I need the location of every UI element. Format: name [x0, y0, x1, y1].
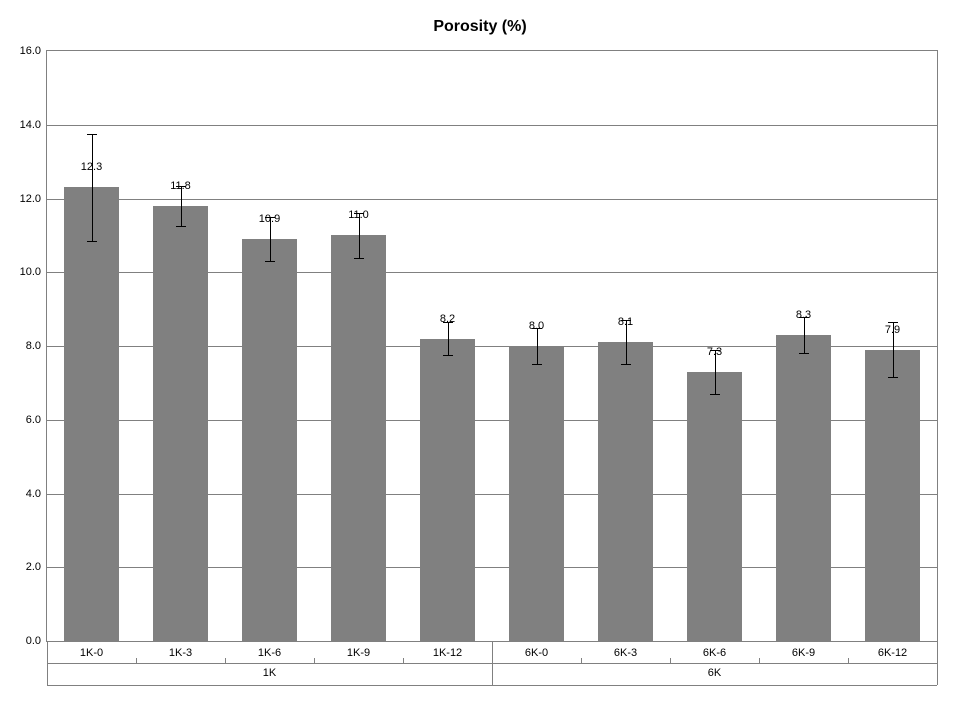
error-cap	[799, 317, 809, 318]
error-cap	[87, 134, 97, 135]
error-cap	[176, 186, 186, 187]
chart-title: Porosity (%)	[0, 18, 960, 36]
error-bar	[626, 320, 627, 364]
error-bar	[448, 322, 449, 355]
error-cap	[888, 377, 898, 378]
error-cap	[443, 322, 453, 323]
bar	[331, 235, 386, 641]
y-tick-label: 6.0	[26, 414, 47, 426]
y-tick-label: 12.0	[20, 193, 47, 205]
error-bar	[804, 317, 805, 354]
error-bar	[270, 217, 271, 261]
error-cap	[87, 241, 97, 242]
y-tick-label: 10.0	[20, 266, 47, 278]
error-cap	[265, 261, 275, 262]
error-bar	[181, 186, 182, 227]
x-tick-label: 6K-0	[525, 641, 548, 659]
x-axis-row-separator	[47, 685, 937, 686]
y-tick-label: 14.0	[20, 119, 47, 131]
error-cap	[621, 320, 631, 321]
error-cap	[621, 364, 631, 365]
x-tick-label: 1K-3	[169, 641, 192, 659]
y-tick-label: 4.0	[26, 488, 47, 500]
y-tick-label: 2.0	[26, 561, 47, 573]
x-tick-label: 6K-9	[792, 641, 815, 659]
error-cap	[888, 322, 898, 323]
error-cap	[265, 217, 275, 218]
porosity-chart: Porosity (%) 0.02.04.06.08.010.012.014.0…	[0, 0, 960, 720]
x-tick-label: 1K-9	[347, 641, 370, 659]
x-tick-label: 1K-6	[258, 641, 281, 659]
y-tick-label: 8.0	[26, 340, 47, 352]
y-tick-label: 16.0	[20, 45, 47, 57]
x-tick-label: 1K-12	[433, 641, 462, 659]
gridline	[47, 125, 937, 126]
error-cap	[710, 350, 720, 351]
error-cap	[799, 353, 809, 354]
bar	[598, 342, 653, 641]
error-bar	[92, 134, 93, 241]
bar	[776, 335, 831, 641]
group-label: 6K	[708, 667, 721, 679]
error-bar	[537, 328, 538, 365]
error-bar	[893, 322, 894, 377]
bar	[865, 350, 920, 641]
error-cap	[443, 355, 453, 356]
error-bar	[359, 213, 360, 257]
bar	[242, 239, 297, 641]
error-cap	[176, 226, 186, 227]
y-tick-label: 0.0	[26, 635, 47, 647]
error-cap	[532, 328, 542, 329]
bar	[687, 372, 742, 641]
error-bar	[715, 350, 716, 394]
error-cap	[354, 258, 364, 259]
error-cap	[354, 213, 364, 214]
x-tick-label: 6K-3	[614, 641, 637, 659]
bar	[509, 346, 564, 641]
error-cap	[532, 364, 542, 365]
x-tick-label: 6K-12	[878, 641, 907, 659]
plot-area: 0.02.04.06.08.010.012.014.016.012.31K-01…	[46, 50, 938, 642]
group-label: 1K	[263, 667, 276, 679]
error-cap	[710, 394, 720, 395]
group-separator	[47, 641, 48, 685]
bar	[420, 339, 475, 641]
x-tick-label: 1K-0	[80, 641, 103, 659]
x-tick-label: 6K-6	[703, 641, 726, 659]
group-separator	[492, 641, 493, 685]
bar	[153, 206, 208, 641]
group-separator	[937, 641, 938, 685]
bar	[64, 187, 119, 641]
